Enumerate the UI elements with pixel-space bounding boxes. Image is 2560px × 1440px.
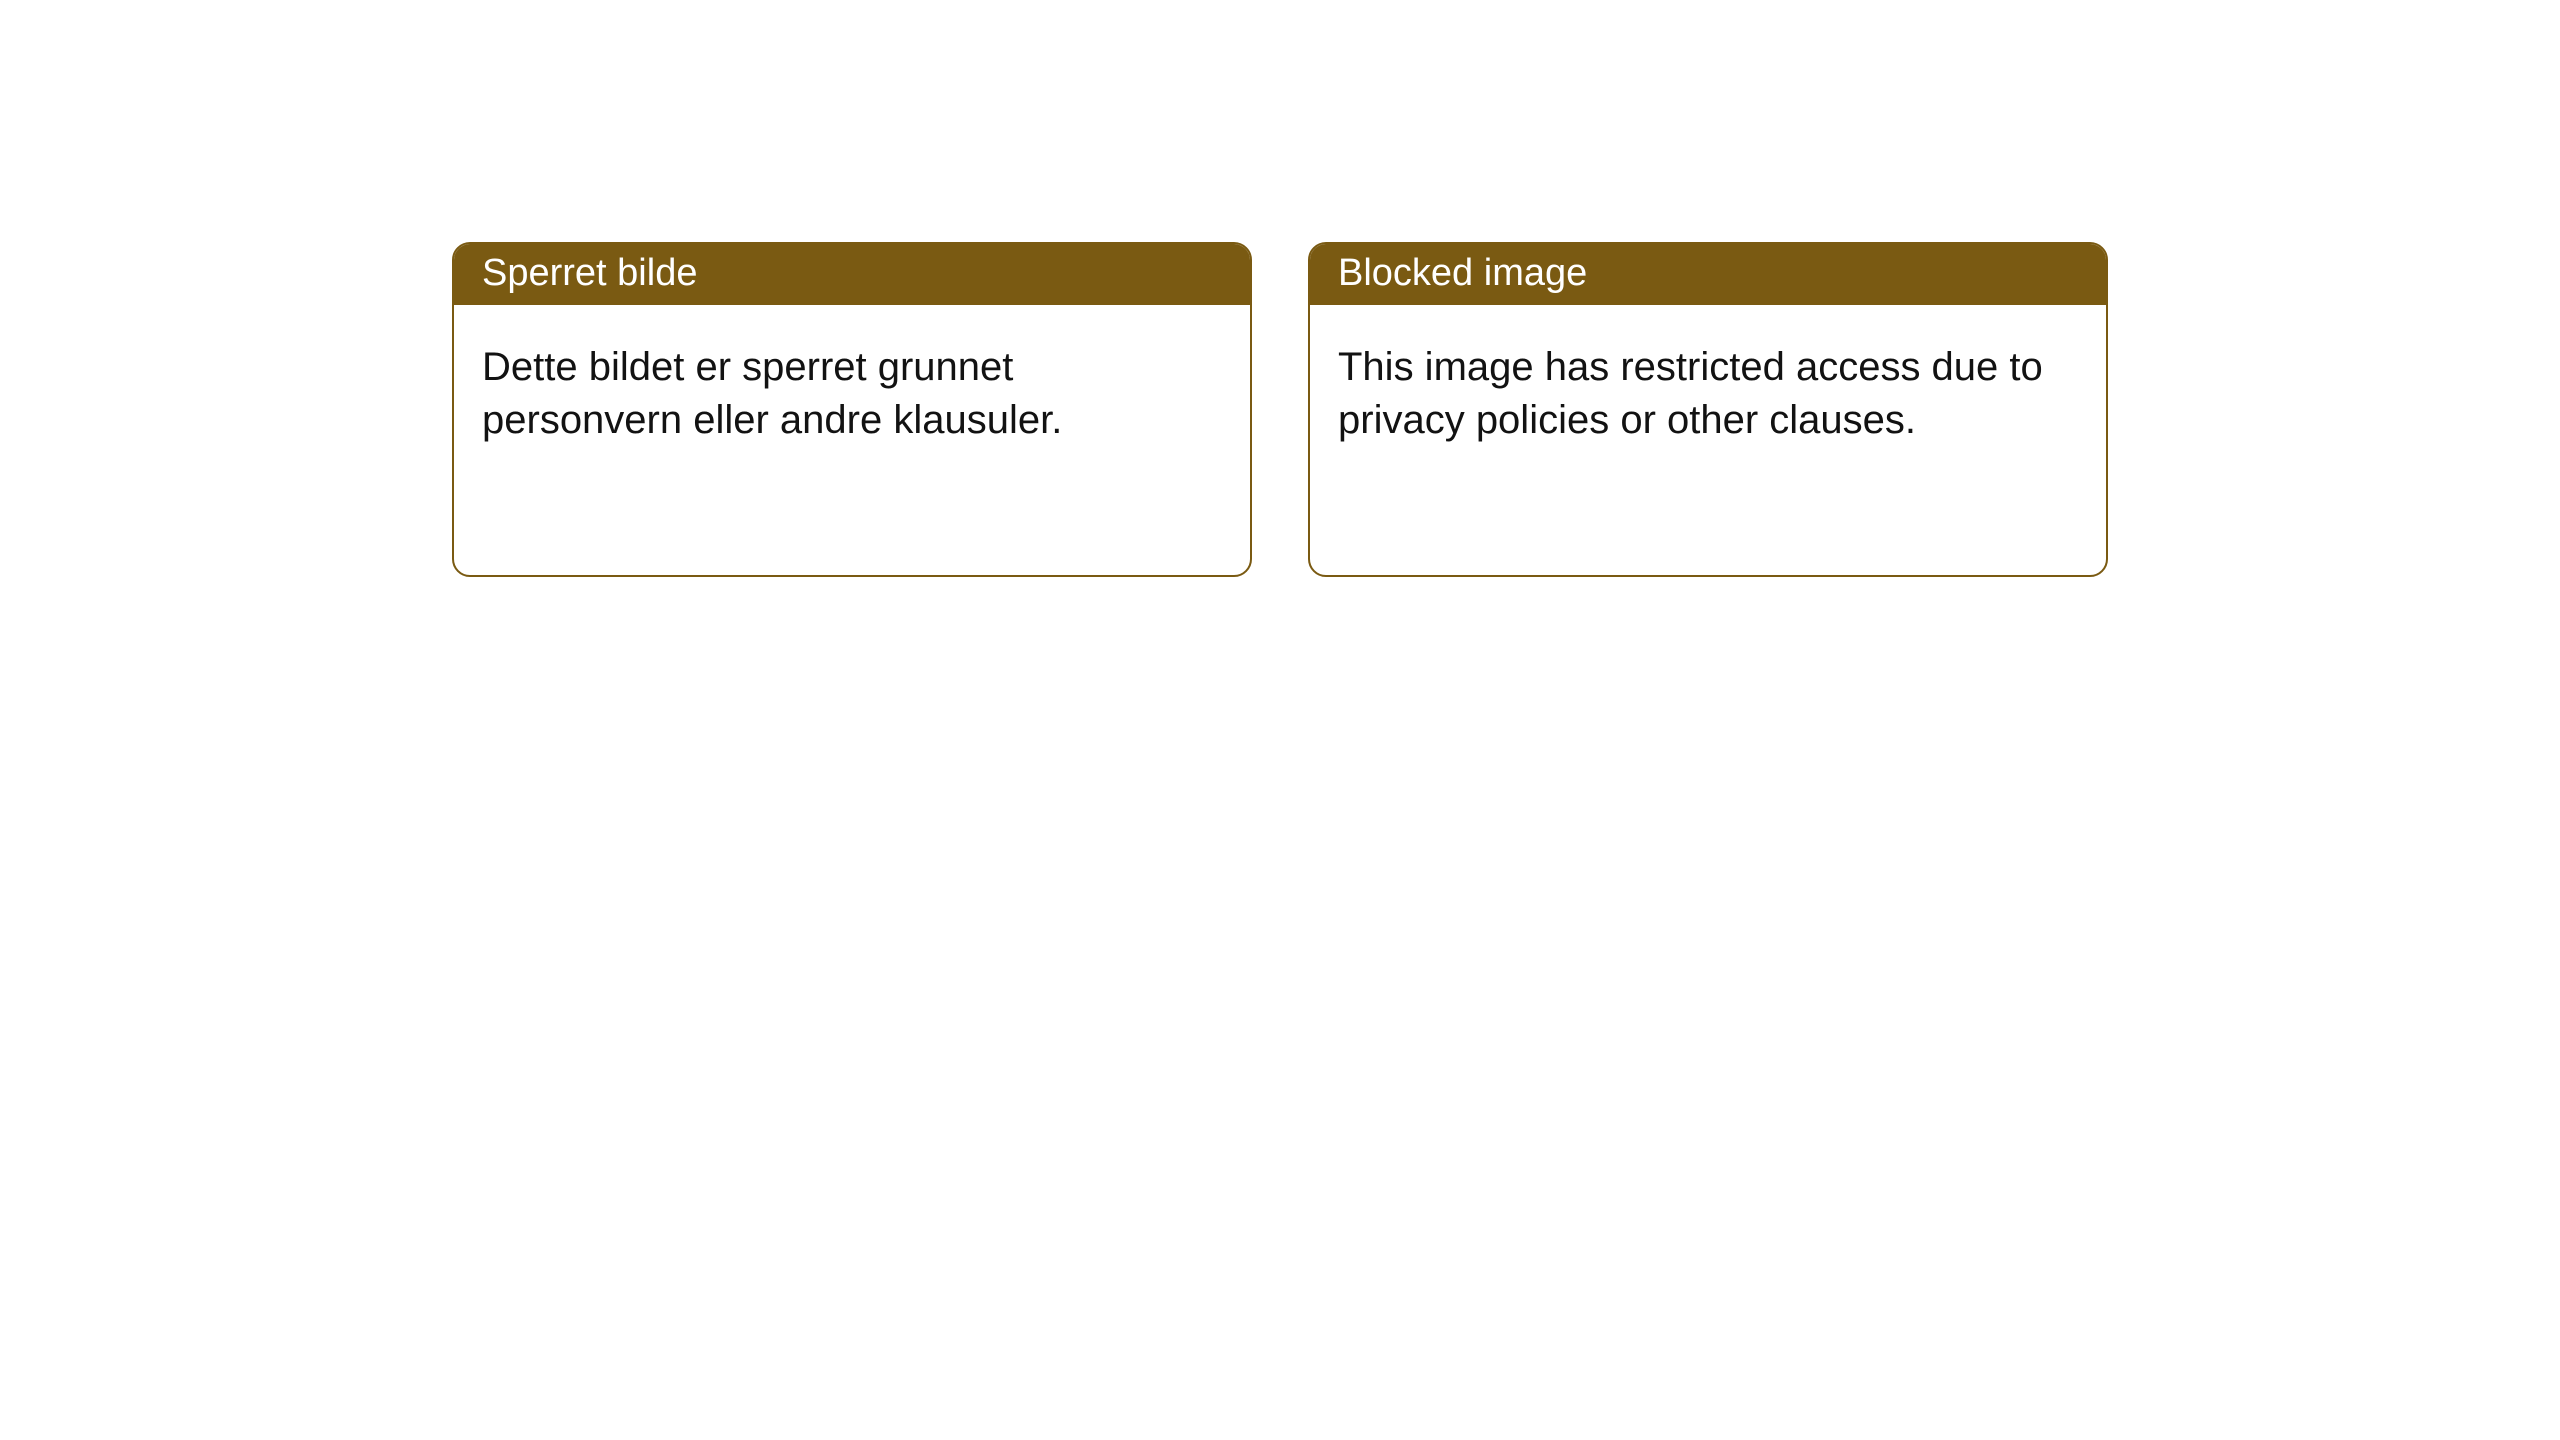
notice-container: Sperret bilde Dette bildet er sperret gr… xyxy=(0,0,2560,577)
notice-card-norwegian: Sperret bilde Dette bildet er sperret gr… xyxy=(452,242,1252,577)
notice-body-english: This image has restricted access due to … xyxy=(1310,305,2106,575)
notice-card-english: Blocked image This image has restricted … xyxy=(1308,242,2108,577)
notice-title-norwegian: Sperret bilde xyxy=(454,244,1250,305)
notice-title-english: Blocked image xyxy=(1310,244,2106,305)
notice-body-norwegian: Dette bildet er sperret grunnet personve… xyxy=(454,305,1250,575)
